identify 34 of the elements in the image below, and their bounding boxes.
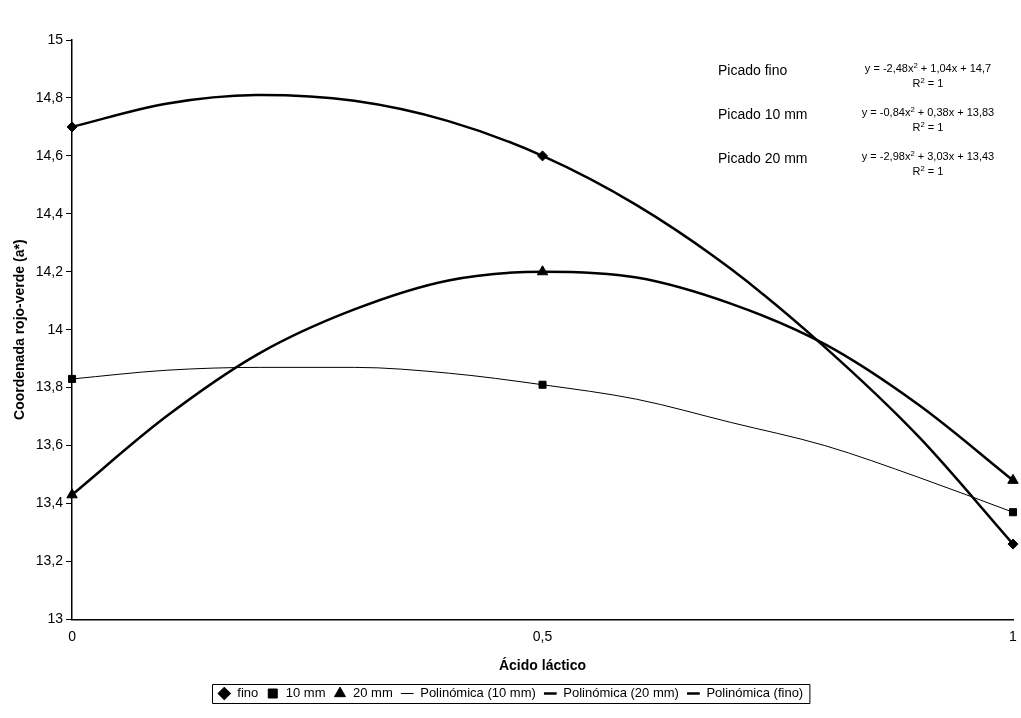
- annotation: Picado 20 mm: [718, 150, 808, 166]
- y-tick-label: 13,4: [35, 494, 64, 511]
- legend-label: 20 mm: [352, 685, 393, 701]
- annotation: Picado 10 mm: [718, 106, 808, 122]
- y-tick-label: 13,6: [35, 436, 64, 453]
- x-tick-label: 1: [1009, 627, 1018, 644]
- legend-label: Polinómica (20 mm): [563, 685, 679, 701]
- legend-label: 10 mm: [285, 685, 326, 701]
- y-tick-label: 14: [47, 320, 64, 337]
- point: [1008, 508, 1018, 517]
- annotation: Picado fino: [718, 62, 788, 78]
- point: [66, 121, 78, 133]
- point: [1007, 473, 1019, 484]
- point: [66, 488, 78, 499]
- y-tick-label: 13,2: [35, 552, 64, 569]
- y-tick-label: 13: [47, 610, 64, 627]
- y-tick-label: 14,8: [35, 88, 64, 105]
- x-axis-title: Ácido láctico: [498, 657, 587, 674]
- point: [538, 380, 547, 389]
- y-tick-label: 15: [47, 30, 64, 47]
- y-axis-title: Coordenada rojo-verde (a*): [11, 239, 28, 420]
- legend-label: Polinómica (10 mm): [420, 685, 536, 701]
- point: [68, 374, 77, 383]
- x-tick-label: 0: [68, 627, 77, 644]
- point: [1007, 538, 1019, 550]
- point: [536, 265, 549, 276]
- y-tick-label: 13,8: [35, 378, 64, 395]
- y-tick-label: 14,2: [35, 262, 64, 279]
- y-tick-label: 14,4: [35, 204, 64, 221]
- point: [537, 150, 549, 162]
- legend-label: fino: [237, 685, 259, 701]
- y-tick-label: 14,6: [35, 146, 64, 163]
- legend-label: Polinómica (fino): [706, 685, 804, 701]
- x-tick-label: 0,5: [532, 627, 553, 644]
